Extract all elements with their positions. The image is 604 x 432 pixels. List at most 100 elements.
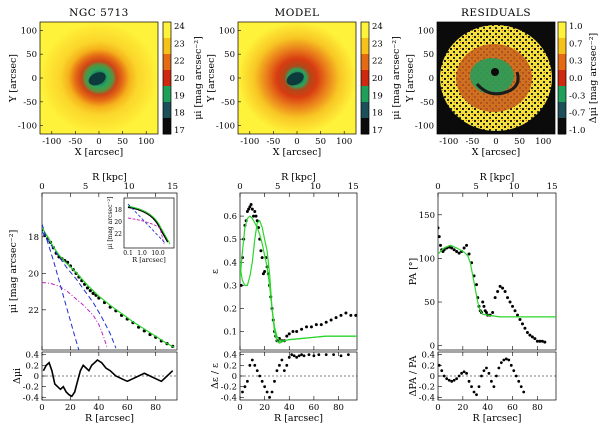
colorbar: 24 23 22 20 19 18 17 μi [mag arcsec⁻²] [162, 21, 204, 136]
data-point [282, 369, 286, 373]
x-tick-label: 20 [259, 403, 270, 413]
colorbar-label: Δμi [mag arcsec⁻²] [588, 33, 599, 123]
data-point [438, 243, 442, 247]
x-tick-label: 80 [532, 403, 543, 413]
data-point [339, 313, 343, 317]
x-tick-label: 40 [284, 403, 295, 413]
data-point [297, 354, 301, 358]
x-tick-label: 0 [96, 137, 101, 147]
y-tick-label: 150 [419, 211, 435, 221]
x-tick-label: 50 [117, 137, 128, 147]
inset-x-label: R [arcsec] [132, 256, 165, 264]
colorbar-segment [361, 86, 369, 103]
y-axis-label: Y [arcsec] [405, 54, 416, 103]
colorbar-tick-label: 0.7 [569, 39, 583, 49]
data-point [263, 270, 267, 273]
plot-frame [437, 192, 557, 351]
data-point [290, 353, 294, 357]
x-tick-label: 60 [122, 403, 133, 413]
colorbar: 24 23 22 20 19 18 17 μi [mag arcsec⁻²] [360, 21, 402, 136]
colorbar-tick-label: 18 [372, 109, 383, 119]
y-tick-label: 0 [430, 372, 435, 382]
data-point [503, 290, 507, 294]
colorbar-tick-label: 0.3 [569, 57, 583, 67]
colorbar-segment [558, 38, 566, 55]
y-tick-label: 50 [424, 298, 435, 308]
colorbar-label: μi [mag arcsec⁻²] [391, 36, 402, 120]
data-point [438, 363, 441, 367]
data-point [324, 353, 328, 357]
data-point [278, 363, 281, 367]
data-point [517, 379, 521, 383]
data-point [467, 379, 471, 383]
data-point [475, 393, 478, 397]
data-point [291, 330, 295, 334]
data-point [247, 207, 251, 211]
data-point [528, 333, 532, 337]
y-tick-label: 0 [430, 342, 435, 352]
data-point [514, 374, 518, 378]
colorbar-segment [361, 70, 369, 87]
data-point [493, 296, 497, 300]
y-axis-label: ΔPA / PA [408, 355, 419, 396]
y-tick-label: 100 [219, 26, 235, 36]
data-point [324, 320, 328, 324]
x-axis-label: R [arcsec] [473, 413, 522, 424]
data-point [513, 309, 517, 313]
data-point [502, 358, 506, 362]
plot-frame [239, 192, 358, 351]
data-point [530, 335, 534, 339]
series-line [42, 227, 175, 348]
x2-axis-label: R [kpc] [92, 172, 127, 183]
y-tick-label: 0 [230, 74, 235, 84]
colorbar-segment [558, 54, 566, 71]
plot-area [240, 353, 357, 399]
x-tick-label: 20 [65, 403, 76, 413]
x-tick-label: -100 [240, 137, 259, 147]
x2-axis-label: R [kpc] [480, 172, 515, 183]
y-tick-label: -50 [221, 98, 235, 108]
data-point [255, 219, 259, 223]
data-point [287, 355, 291, 359]
data-point [240, 283, 243, 287]
x-tick-label: 20 [457, 403, 468, 413]
colorbar-segment [558, 102, 566, 119]
data-point [519, 385, 523, 389]
inset-frame [123, 197, 175, 249]
x-tick-label: -50 [466, 137, 480, 147]
plot-area [240, 203, 357, 344]
series-line [42, 231, 117, 349]
data-point [265, 390, 269, 394]
y-tick-label: -50 [420, 98, 434, 108]
data-point [438, 226, 440, 230]
y-tick-label: 0.4 [421, 351, 435, 361]
data-point [465, 371, 468, 375]
y-tick-label: 0.1 [223, 328, 237, 338]
image-panel-1: NGC 5713 -100 -50 0 50 100 -100 -50 0 50 100 X [arc… [8, 7, 204, 158]
data-point [259, 249, 263, 253]
y-axis-label: ε [210, 269, 221, 274]
colorbar-tick-label: 22 [372, 57, 383, 67]
colorbar-segment [361, 118, 369, 135]
x-tick-label: 0 [493, 137, 498, 147]
panel-title: MODEL [275, 7, 320, 19]
data-point [538, 339, 542, 343]
data-point [88, 289, 92, 293]
inset-bulge [127, 203, 167, 245]
inset-x-tick-label: 10.0 [151, 250, 165, 257]
inset-y-label: μi [mag arcsec⁻²] [107, 197, 114, 250]
data-point [522, 390, 526, 394]
y-tick-label: -0.4 [221, 393, 237, 403]
y-axis-label: μi [mag arcsec⁻²] [8, 230, 19, 314]
x-axis-label: X [arcsec] [273, 147, 322, 158]
plot-area [438, 357, 556, 397]
data-point [504, 357, 508, 361]
data-point [245, 209, 249, 213]
data-point [511, 304, 515, 308]
data-point [295, 330, 299, 334]
data-point [462, 370, 466, 374]
y-tick-label: -0.2 [221, 383, 237, 393]
